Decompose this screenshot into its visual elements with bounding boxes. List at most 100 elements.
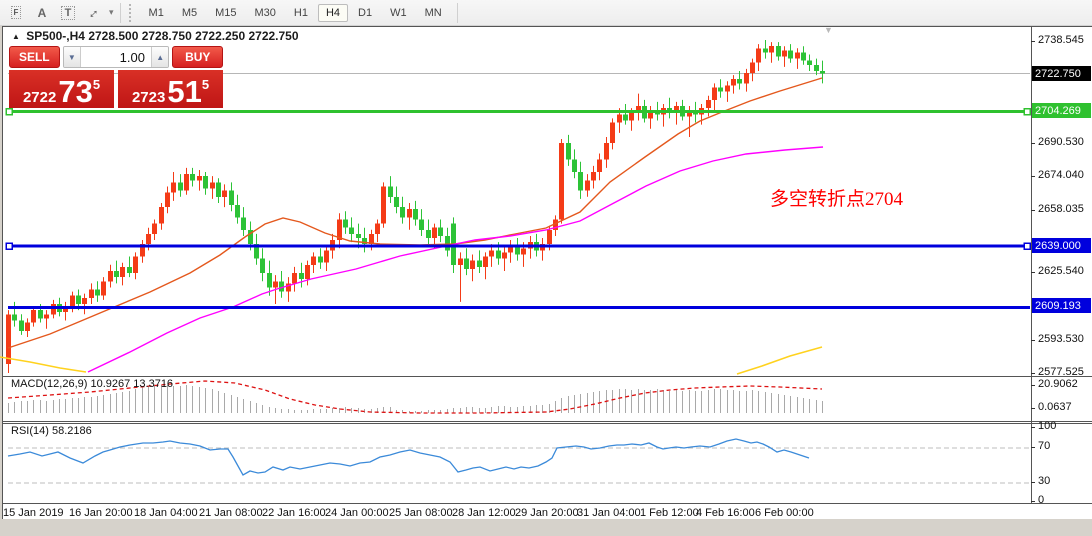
candle-body <box>229 190 234 206</box>
timeframe-button-m30[interactable]: M30 <box>254 6 276 19</box>
candle-body <box>629 112 634 121</box>
candle-body <box>477 260 482 267</box>
candle-body <box>725 85 730 92</box>
timeframe-button-h1[interactable]: H1 <box>293 6 308 19</box>
volume-input[interactable]: 1.00 <box>80 47 152 67</box>
candle-body <box>591 172 596 181</box>
time-axis-label: 31 Jan 04:00 <box>577 507 641 519</box>
candle-body <box>190 174 195 181</box>
rsi-pane-divider-2 <box>2 423 1092 424</box>
price-badge-blue: 2639.000 <box>1032 238 1091 253</box>
line-handle <box>1023 107 1031 116</box>
candle-body <box>76 295 81 304</box>
candle-body <box>597 159 602 173</box>
axis-tick <box>1031 501 1035 502</box>
collapse-arrow-icon[interactable]: ▲ <box>12 32 20 41</box>
sell-price-sup: 5 <box>92 77 101 92</box>
timeframe-button-mn[interactable]: MN <box>424 6 442 19</box>
macd-pane-divider[interactable] <box>2 376 1092 377</box>
timeframe-button-w1[interactable]: W1 <box>390 6 407 19</box>
indicator-axis-label: 30 <box>1038 475 1051 487</box>
indicator-axis-label: 70 <box>1038 440 1051 452</box>
candle-body <box>508 246 513 253</box>
candle-body <box>464 258 469 269</box>
candle-body <box>152 223 157 234</box>
candle-body <box>375 223 380 234</box>
candle-body <box>349 227 354 234</box>
price-axis-label: 2593.530 <box>1038 333 1084 345</box>
candle-body <box>25 322 30 331</box>
candle-body <box>578 172 583 191</box>
sell-button[interactable]: SELL <box>9 46 60 68</box>
candle-body <box>89 289 94 298</box>
volume-decrease-button[interactable]: ▼ <box>63 47 81 67</box>
candle-body <box>489 250 494 257</box>
toolbar-separator <box>119 2 121 23</box>
candle-body <box>343 219 348 228</box>
candle-body <box>19 320 24 331</box>
axis-tick <box>1031 385 1035 386</box>
sell-price-button[interactable]: 2722 73 5 <box>9 70 114 108</box>
candle-body <box>82 297 87 304</box>
candle-body <box>197 176 202 181</box>
rsi-indicator-label: RSI(14) 58.2186 <box>11 425 92 437</box>
candle-body <box>744 73 749 84</box>
candle-body <box>394 196 399 208</box>
candle-body <box>426 229 431 238</box>
volume-stepper: ▼ 1.00 ▲ <box>62 46 170 68</box>
candle-body <box>547 229 552 245</box>
buy-price-big: 51 <box>167 74 202 109</box>
candle-body <box>292 273 297 284</box>
toolbar-grip[interactable] <box>128 3 135 22</box>
candle-body <box>356 233 361 238</box>
timeframe-button-d1[interactable]: D1 <box>358 6 373 19</box>
candle-body <box>178 182 183 191</box>
axis-tick <box>1031 447 1035 448</box>
chart-window <box>2 26 1092 519</box>
candle-body <box>279 281 284 292</box>
candle-body <box>286 283 291 292</box>
candle-body <box>756 48 761 63</box>
line-handle <box>1023 242 1031 250</box>
candle-body <box>413 209 418 220</box>
candle-body <box>572 159 577 173</box>
buy-price-button[interactable]: 2723 51 5 <box>118 70 223 108</box>
candle-body <box>438 227 443 236</box>
text-label-icon[interactable]: A <box>30 3 54 23</box>
candle-body <box>337 219 342 241</box>
line-handle <box>5 242 13 250</box>
volume-increase-button[interactable]: ▲ <box>151 47 169 67</box>
time-axis-label: 6 Feb 00:00 <box>755 507 814 519</box>
candle-body <box>458 258 463 265</box>
chevron-down-icon[interactable]: ▾ <box>109 7 114 17</box>
candle-body <box>159 207 164 224</box>
axis-tick <box>1031 482 1035 483</box>
rsi-pane-divider[interactable] <box>2 421 1092 422</box>
candle-body <box>299 273 304 280</box>
candle-body <box>718 87 723 92</box>
scroll-to-end-icon[interactable]: ▼ <box>824 25 833 35</box>
timeframe-button-m1[interactable]: M1 <box>148 6 164 19</box>
candle-body <box>260 258 265 274</box>
candle-body <box>120 266 125 278</box>
main-toolbar: F A T ↕ ▾ M1 M5 M15 M30 H1 H4 D1 W1 MN <box>0 0 1092 26</box>
cursor-tools-icon[interactable]: ↕ <box>82 3 106 23</box>
timeframe-button-m5[interactable]: M5 <box>181 6 198 19</box>
candle-body <box>731 79 736 86</box>
text-box-icon[interactable]: T <box>56 3 80 23</box>
timeframe-button-m15[interactable]: M15 <box>215 6 237 19</box>
candle-body <box>318 256 323 263</box>
candle-body <box>667 108 672 113</box>
candle-body <box>795 52 800 59</box>
axis-tick <box>1031 41 1035 42</box>
toolbar-separator <box>456 2 458 23</box>
candle-body <box>737 79 742 84</box>
timeframe-button-h4[interactable]: H4 <box>317 3 349 22</box>
templates-grid-icon: F <box>10 6 22 19</box>
buy-button[interactable]: BUY <box>172 46 224 68</box>
candle-body <box>502 252 507 259</box>
candle-body <box>432 227 437 238</box>
candle-body <box>12 314 17 321</box>
templates-grid-icon[interactable]: F <box>4 3 28 23</box>
